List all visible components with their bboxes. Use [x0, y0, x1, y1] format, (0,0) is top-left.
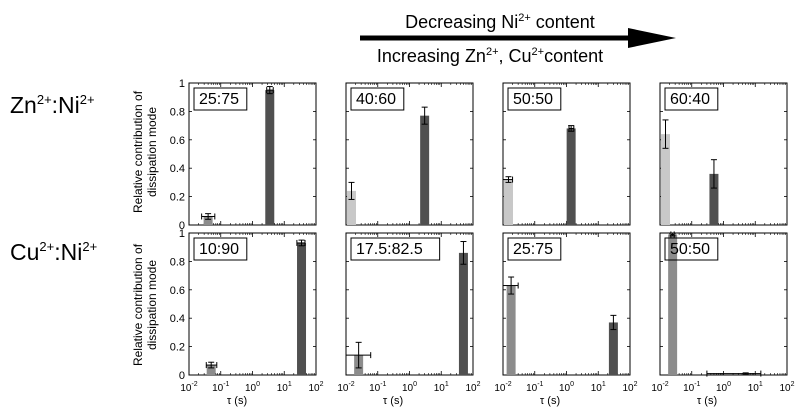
ratio-label-box	[664, 87, 719, 111]
ratio-label: 40:60	[356, 91, 396, 108]
bar	[661, 134, 670, 225]
plot-frame	[188, 82, 317, 226]
plot-frame	[659, 232, 788, 376]
bar	[709, 173, 719, 225]
x-tick-label: 101	[748, 381, 763, 394]
ratio-label: 50:50	[513, 91, 553, 108]
y-tick-label: 0.2	[170, 192, 185, 204]
y-tick-label: 0.4	[170, 163, 185, 175]
panel-0-2: 50:50	[502, 82, 631, 226]
y-tick-label: 0.2	[170, 342, 185, 354]
y-tick-label: 0.8	[170, 106, 185, 118]
x-tick-label: 10-1	[683, 381, 700, 394]
arrow-label-bottom: Increasing Zn2+, Cu2+content	[377, 46, 603, 66]
x-tick-label: 102	[308, 381, 323, 394]
y-tick-label: 0	[179, 370, 185, 382]
row-label-zn-ni: Zn2+:Ni2+	[10, 92, 95, 118]
x-tick-label: 101	[277, 381, 292, 394]
y-tick-label: 0.4	[170, 313, 185, 325]
x-tick-label: 100	[245, 381, 260, 394]
x-tick-label: 10-2	[337, 381, 354, 394]
plot-frame	[188, 232, 317, 376]
bar	[420, 115, 430, 225]
x-tick-label: 100	[559, 381, 574, 394]
bar	[504, 179, 513, 225]
x-tick-label: 10-2	[651, 381, 668, 394]
ratio-label-box	[350, 237, 441, 261]
panels: 0 0.2 0.4 0.6 0.8 1 25:75 40:60 50:50 60:40 0 0.2 0.…	[170, 78, 795, 394]
x-tick-label: 10-2	[494, 381, 511, 394]
ratio-label-box	[507, 237, 562, 261]
row-label-cu-ni: Cu2+:Ni2+	[10, 239, 97, 265]
bar	[566, 128, 576, 225]
bar	[347, 190, 356, 225]
ratio-label: 25:75	[199, 91, 239, 108]
content-arrow-header: Decreasing Ni2+ content Increasing Zn2+,…	[360, 12, 676, 66]
x-axis-label: τ (s)	[540, 395, 560, 407]
bar	[608, 322, 618, 375]
panel-0-1: 40:60	[345, 82, 474, 226]
x-tick-label: 10-1	[212, 381, 229, 394]
ratio-label: 17.5:82.5	[356, 241, 423, 258]
x-tick-label: 10-1	[369, 381, 386, 394]
ratio-label: 60:40	[670, 91, 710, 108]
panel-0-3: 60:40	[659, 82, 788, 226]
plot-frame	[502, 82, 631, 226]
ratio-label: 25:75	[513, 241, 553, 258]
plot-frame	[345, 232, 474, 376]
ratio-label: 50:50	[670, 241, 710, 258]
direction-arrow	[360, 28, 676, 48]
x-axis-label: τ (s)	[227, 395, 247, 407]
bar	[206, 365, 216, 375]
bar	[265, 90, 275, 225]
x-tick-label: 100	[716, 381, 731, 394]
panel-1-2: 10-2 10-1 100 101 102 25:75	[494, 232, 638, 394]
ratio-label-box	[193, 237, 248, 261]
bar	[297, 242, 307, 375]
x-tick-label: 100	[402, 381, 417, 394]
x-tick-label: 10-2	[180, 381, 197, 394]
ratio-label-box	[350, 87, 405, 111]
x-tick-label: 10-1	[526, 381, 543, 394]
ratio-label-box	[507, 87, 562, 111]
arrow-label-top: Decreasing Ni2+ content	[405, 12, 595, 32]
bar	[458, 252, 468, 375]
x-axis-label: τ (s)	[383, 395, 403, 407]
x-tick-label: 101	[591, 381, 606, 394]
panel-1-0: 0 0.2 0.4 0.6 0.8 1 10-2 10-1 100 101 102 10:90	[170, 228, 324, 394]
x-tick-label: 102	[622, 381, 637, 394]
y-tick-label: 0.8	[170, 256, 185, 268]
x-tick-label: 102	[779, 381, 794, 394]
x-axis-label: τ (s)	[697, 395, 717, 407]
x-tick-label: 101	[434, 381, 449, 394]
ratio-label: 10:90	[199, 241, 239, 258]
y-tick-label: 0.6	[170, 135, 185, 147]
bar	[203, 216, 213, 225]
bar	[668, 234, 678, 375]
plot-frame	[502, 232, 631, 376]
panel-0-0: 0 0.2 0.4 0.6 0.8 1 25:75	[170, 78, 317, 232]
y-tick-label: 1	[179, 78, 185, 90]
y-axis-label-row-1: Relative contribution ofdissipation mode	[131, 90, 159, 213]
x-tick-label: 102	[465, 381, 480, 394]
panel-1-3: 10-2 10-1 100 101 102 50:50	[651, 231, 795, 394]
y-tick-label: 0	[179, 220, 185, 232]
ratio-label-box	[193, 87, 248, 111]
y-axis-label-row-2: Relative contribution ofdissipation mode	[131, 243, 159, 366]
plot-frame	[345, 82, 474, 226]
panel-1-1: 10-2 10-1 100 101 102 17.5:82.5	[337, 232, 481, 394]
y-tick-label: 0.6	[170, 285, 185, 297]
y-tick-label: 1	[179, 228, 185, 240]
bar	[506, 285, 516, 375]
ratio-label-box	[664, 237, 719, 261]
